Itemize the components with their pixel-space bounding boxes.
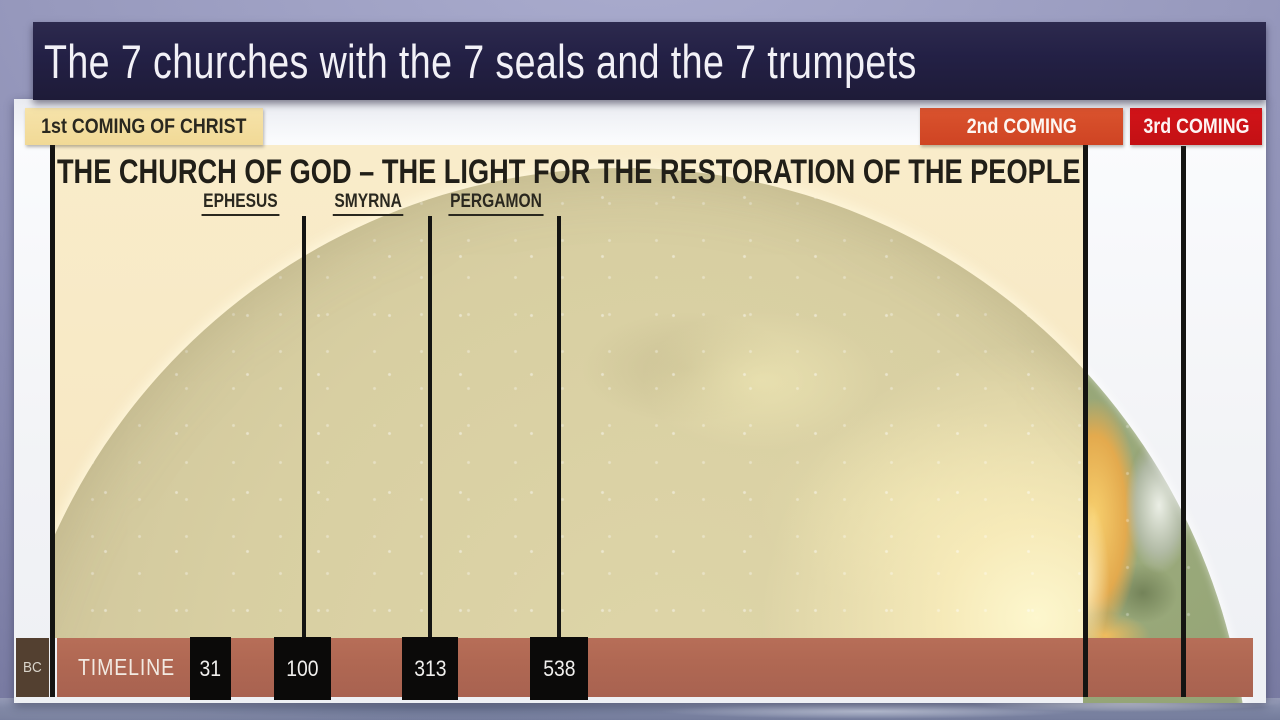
globe-sepia-image <box>55 168 1083 638</box>
marker-line-year-313 <box>428 216 432 697</box>
marker-line-year-538 <box>557 216 561 697</box>
year-box-538: 538 <box>530 637 588 700</box>
post-advent-zone <box>1083 145 1266 703</box>
marker-line-first-coming <box>50 145 55 697</box>
badge-second-coming: 2nd COMING <box>920 108 1123 145</box>
clouds-strip <box>0 698 1280 720</box>
marker-line-third-coming <box>1181 146 1186 697</box>
marker-line-year-100 <box>302 216 306 697</box>
year-box-313: 313 <box>402 637 458 700</box>
church-label-smyrna: SMYRNA <box>308 191 428 217</box>
church-label-pergamon: PERGAMON <box>436 191 556 217</box>
slide-title: The 7 churches with the 7 seals and the … <box>44 34 917 88</box>
cream-timeline-panel <box>55 145 1083 638</box>
globe-right-edge-image <box>1083 168 1249 703</box>
year-box-100: 100 <box>274 637 331 700</box>
church-label-ephesus: EPHESUS <box>180 191 300 217</box>
panel-heading: THE CHURCH OF GOD – THE LIGHT FOR THE RE… <box>57 152 1081 191</box>
badge-third-coming: 3rd COMING <box>1130 108 1262 145</box>
timeline-bar <box>57 638 1253 697</box>
era-label: BC <box>23 659 42 676</box>
marker-line-second-coming <box>1083 145 1088 697</box>
era-box-bc: BC <box>16 638 49 697</box>
year-box-31: 31 <box>190 637 231 700</box>
badge-first-coming: 1st COMING OF CHRIST <box>25 108 263 145</box>
timeline-label: TIMELINE <box>78 654 175 680</box>
title-bar: The 7 churches with the 7 seals and the … <box>33 22 1266 100</box>
